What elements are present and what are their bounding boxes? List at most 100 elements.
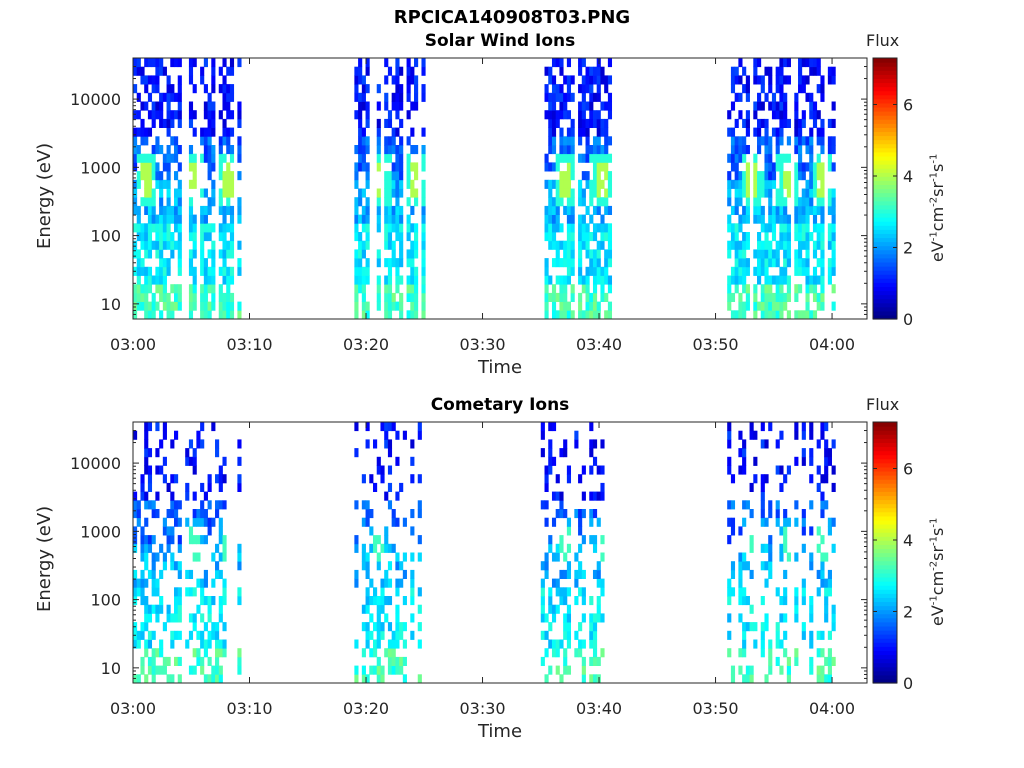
spectrogram-cell [742, 301, 747, 311]
spectrogram-cell [174, 197, 179, 207]
spectrogram-cell [581, 127, 586, 137]
spectrogram-cell [794, 613, 799, 623]
spectrogram-cell [218, 284, 223, 294]
spectrogram-cell [738, 214, 743, 224]
spectrogram-cell [215, 569, 220, 579]
spectrogram-cell [133, 569, 138, 579]
spectrogram-cell [809, 474, 814, 484]
spectrogram-cell [559, 258, 564, 268]
spectrogram-cell [162, 552, 167, 562]
spectrogram-cell [215, 622, 220, 632]
spectrogram-cell [218, 249, 223, 259]
spectrogram-cell [589, 465, 594, 475]
spectrogram-cell [816, 526, 821, 536]
spectrogram-cell [596, 188, 601, 198]
spectrogram-cell [384, 92, 389, 102]
spectrogram-cell [824, 456, 829, 466]
spectrogram-cell [376, 136, 381, 146]
spectrogram-cell [812, 310, 818, 320]
spectrogram-cell [548, 197, 553, 207]
spectrogram-cell [801, 75, 806, 85]
colorbar-segment [873, 274, 897, 279]
spectrogram-cell [779, 197, 784, 207]
spectrogram-cell [727, 249, 732, 259]
spectrogram-cell [211, 101, 216, 111]
spectrogram-cell [768, 171, 773, 181]
spectrogram-cell [786, 214, 791, 224]
spectrogram-cell [200, 240, 205, 250]
spectrogram-cell [827, 223, 832, 233]
spectrogram-cell [358, 58, 363, 68]
spectrogram-cell [354, 110, 359, 120]
spectrogram-cell [188, 58, 194, 68]
spectrogram-cell [738, 292, 743, 302]
spectrogram-cell [812, 223, 818, 233]
spectrogram-cell [361, 292, 366, 302]
spectrogram-cell [794, 292, 799, 302]
spectrogram-cell [222, 214, 227, 224]
spectrogram-cell [604, 223, 609, 233]
spectrogram-cell [596, 223, 601, 233]
spectrogram-cell [207, 223, 212, 233]
spectrogram-cell [147, 613, 153, 623]
spectrogram-cell [192, 58, 197, 68]
spectrogram-cell [600, 153, 605, 163]
spectrogram-cell [399, 665, 404, 675]
spectrogram-cell [177, 258, 182, 268]
spectrogram-cell [166, 205, 171, 215]
x-tick-label: 03:40 [576, 335, 622, 354]
spectrogram-cell [604, 197, 609, 207]
spectrogram-cell [155, 465, 160, 475]
spectrogram-cell [794, 101, 799, 111]
spectrogram-cell [170, 249, 175, 259]
spectrogram-cell [559, 587, 564, 597]
spectrogram-cell [551, 517, 557, 527]
spectrogram-cell [358, 162, 363, 172]
spectrogram-cell [354, 301, 359, 311]
spectrogram-cell [607, 136, 613, 146]
spectrogram-cell [798, 223, 803, 233]
spectrogram-cell [779, 430, 784, 440]
spectrogram-cell [410, 101, 415, 111]
spectrogram-cell [147, 162, 153, 172]
spectrogram-cell [798, 266, 803, 276]
spectrogram-cell [361, 500, 366, 510]
spectrogram-cell [144, 205, 149, 215]
spectrogram-cell [226, 284, 231, 294]
spectrogram-cell [786, 656, 791, 666]
spectrogram-cell [140, 240, 145, 250]
spectrogram-cell [540, 613, 545, 623]
spectrogram-cell [801, 223, 806, 233]
spectrogram-cell [548, 456, 553, 466]
spectrogram-cell [188, 179, 194, 189]
spectrogram-cell [166, 240, 171, 250]
spectrogram-cell [155, 284, 160, 294]
spectrogram-cell [218, 188, 223, 198]
spectrogram-cell [559, 500, 564, 510]
spectrogram-cell [188, 439, 194, 449]
spectrogram-cell [559, 639, 564, 649]
spectrogram-cell [384, 179, 389, 189]
spectrogram-cell [395, 162, 400, 172]
colorbar-segment [873, 278, 897, 283]
spectrogram-cell [155, 491, 160, 501]
spectrogram-cell [559, 674, 564, 684]
spectrogram-cell [734, 92, 739, 102]
colorbar-segment [873, 74, 897, 79]
spectrogram-cell [166, 101, 171, 111]
spectrogram-cell [753, 474, 758, 484]
spectrogram-cell [548, 136, 553, 146]
spectrogram-cell [824, 656, 829, 666]
spectrogram-cell [592, 310, 598, 320]
spectrogram-cell [140, 292, 145, 302]
spectrogram-cell [192, 84, 197, 94]
spectrogram-cell [144, 604, 149, 614]
spectrogram-cell [801, 214, 806, 224]
spectrogram-cell [775, 136, 780, 146]
spectrogram-cell [369, 474, 374, 484]
spectrogram-cell [566, 197, 572, 207]
spectrogram-cell [730, 665, 736, 675]
spectrogram-cell [809, 422, 814, 432]
spectrogram-cell [745, 561, 750, 571]
spectrogram-cell [783, 543, 788, 553]
